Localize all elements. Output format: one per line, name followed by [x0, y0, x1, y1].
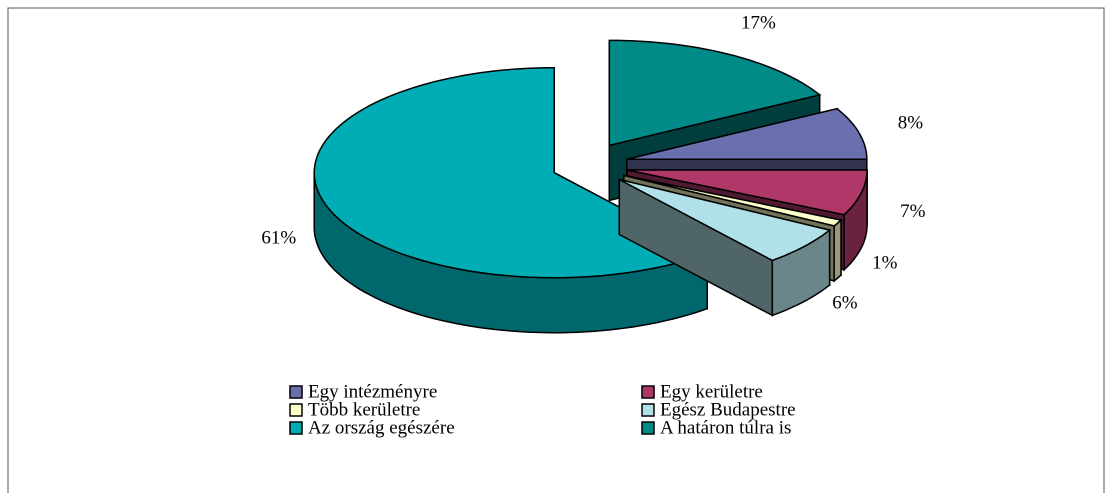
data-label: 7%	[900, 201, 926, 222]
slice	[618, 178, 832, 317]
data-label: 1%	[872, 253, 898, 274]
legend-swatch	[289, 421, 303, 435]
legend-swatch	[641, 385, 655, 399]
legend-swatch	[641, 421, 655, 435]
legend-label: Egy intézményre	[308, 381, 437, 402]
legend-label: Az ország egészére	[308, 417, 455, 438]
data-label: 61%	[261, 227, 296, 248]
slice-top	[623, 174, 843, 227]
data-label: 8%	[898, 113, 924, 134]
legend-label: Több kerületre	[308, 399, 420, 420]
legend-label: A határon túlra is	[660, 417, 791, 438]
legend-label: Egy kerületre	[660, 381, 763, 402]
slice-top	[608, 39, 822, 147]
chart-frame	[7, 7, 1105, 493]
data-label: 6%	[832, 293, 858, 314]
data-label: 17%	[741, 13, 776, 34]
legend-swatch	[289, 403, 303, 417]
legend-swatch	[641, 403, 655, 417]
slice-top	[618, 178, 832, 262]
slice-top	[626, 169, 868, 216]
legend-swatch	[289, 385, 303, 399]
slice-top	[626, 107, 868, 161]
legend-label: Egész Budapestre	[660, 399, 796, 420]
slice-side	[833, 218, 842, 283]
slice-top	[313, 66, 710, 279]
